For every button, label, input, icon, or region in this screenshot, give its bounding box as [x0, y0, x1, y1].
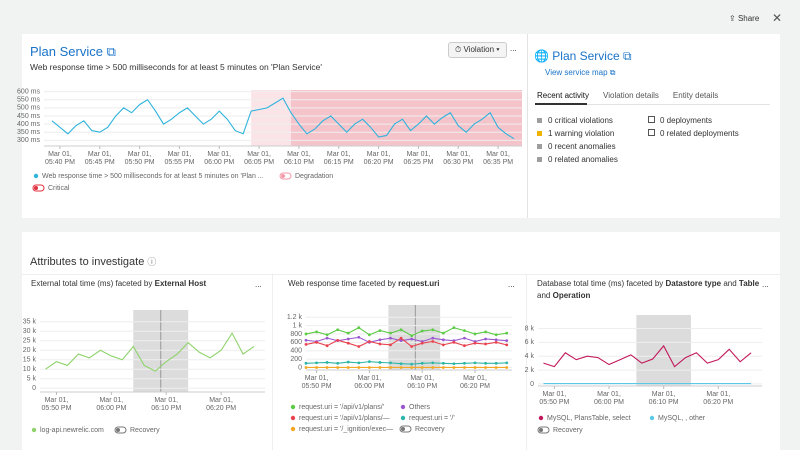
- more-button[interactable]: ...: [255, 280, 262, 289]
- violation-button-label: Violation: [463, 45, 495, 54]
- status-square: [537, 131, 542, 136]
- close-button[interactable]: ✕: [772, 11, 783, 25]
- violation-button[interactable]: ⏱ Violation ▾: [448, 42, 507, 58]
- tab-rule: [535, 104, 770, 105]
- deploy-item: 0 related deployments: [648, 127, 739, 140]
- panel-title-text: Plan Service: [30, 44, 103, 59]
- deploy-icon: [648, 116, 655, 123]
- activity-list: 0 critical violations 1 warning violation…: [537, 114, 618, 166]
- service-map-text: View service map: [545, 68, 608, 77]
- deploy-item: 0 deployments: [648, 114, 739, 127]
- activity-item: 1 warning violation: [537, 127, 618, 140]
- activity-item: 0 related anomalies: [537, 153, 618, 166]
- attributes-title: Attributes to investigate ⓘ: [30, 256, 157, 268]
- chart-title-part: and: [723, 279, 737, 288]
- more-button[interactable]: ...: [508, 280, 515, 289]
- deploy-text: 0 deployments: [660, 116, 713, 125]
- activity-text: 0 critical violations: [548, 116, 613, 125]
- deploy-list: 0 deployments 0 related deployments: [648, 114, 739, 140]
- activity-text: 0 related anomalies: [548, 155, 618, 164]
- status-square: [537, 144, 542, 149]
- chart-title-part: and: [537, 291, 551, 300]
- share-button[interactable]: ⇪ Share: [729, 14, 760, 23]
- deploy-icon: [648, 129, 655, 136]
- attributes-title-text: Attributes to investigate: [30, 256, 145, 268]
- side-title-text: Plan Service: [552, 49, 620, 63]
- chart-title-part: Web response time faceted by: [288, 279, 396, 288]
- chart-title: Database total time (ms) faceted by Data…: [537, 278, 762, 302]
- tab[interactable]: Recent activity: [537, 91, 590, 100]
- chart-title: Web response time faceted by request.uri: [288, 278, 513, 290]
- tab[interactable]: Entity details: [672, 91, 719, 100]
- rule: [22, 274, 780, 275]
- divider: [526, 274, 527, 450]
- violation-card: Plan Service ⧉ Web response time > 500 m…: [22, 34, 780, 218]
- chart-title-part: Database total time (ms) faceted by: [537, 279, 664, 288]
- status-square: [537, 157, 542, 162]
- panel-title[interactable]: Plan Service ⧉: [30, 44, 116, 59]
- panel-subtitle: Web response time > 500 milliseconds for…: [30, 62, 322, 72]
- tab[interactable]: Violation details: [603, 91, 659, 100]
- attributes-card: Attributes to investigate ⓘ External tot…: [22, 232, 780, 450]
- chart-title: External total time (ms) faceted by Exte…: [31, 278, 256, 290]
- divider: [527, 34, 528, 218]
- status-square: [537, 118, 542, 123]
- activity-item: 0 recent anomalies: [537, 140, 618, 153]
- chart-title-part: External total time (ms) faceted by: [31, 279, 153, 288]
- chart-title-part: request.uri: [398, 279, 440, 288]
- service-map-link[interactable]: View service map ⧉: [545, 68, 616, 77]
- activity-text: 1 warning violation: [548, 129, 615, 138]
- more-button[interactable]: ...: [510, 44, 517, 53]
- tabs: Recent activity Violation details Entity d…: [537, 91, 732, 100]
- share-label: Share: [737, 14, 760, 23]
- side-title[interactable]: 🌐 Plan Service ⧉: [534, 49, 632, 63]
- chart-title-part: Operation: [552, 291, 591, 300]
- chart-title-part: Table: [738, 279, 760, 288]
- more-button[interactable]: ...: [762, 280, 769, 289]
- activity-text: 0 recent anomalies: [548, 142, 616, 151]
- tab-active: [535, 103, 587, 105]
- divider: [272, 274, 273, 450]
- chart-title-part: External Host: [154, 279, 207, 288]
- deploy-text: 0 related deployments: [660, 129, 739, 138]
- activity-item: 0 critical violations: [537, 114, 618, 127]
- chart-title-part: Datastore type: [665, 279, 722, 288]
